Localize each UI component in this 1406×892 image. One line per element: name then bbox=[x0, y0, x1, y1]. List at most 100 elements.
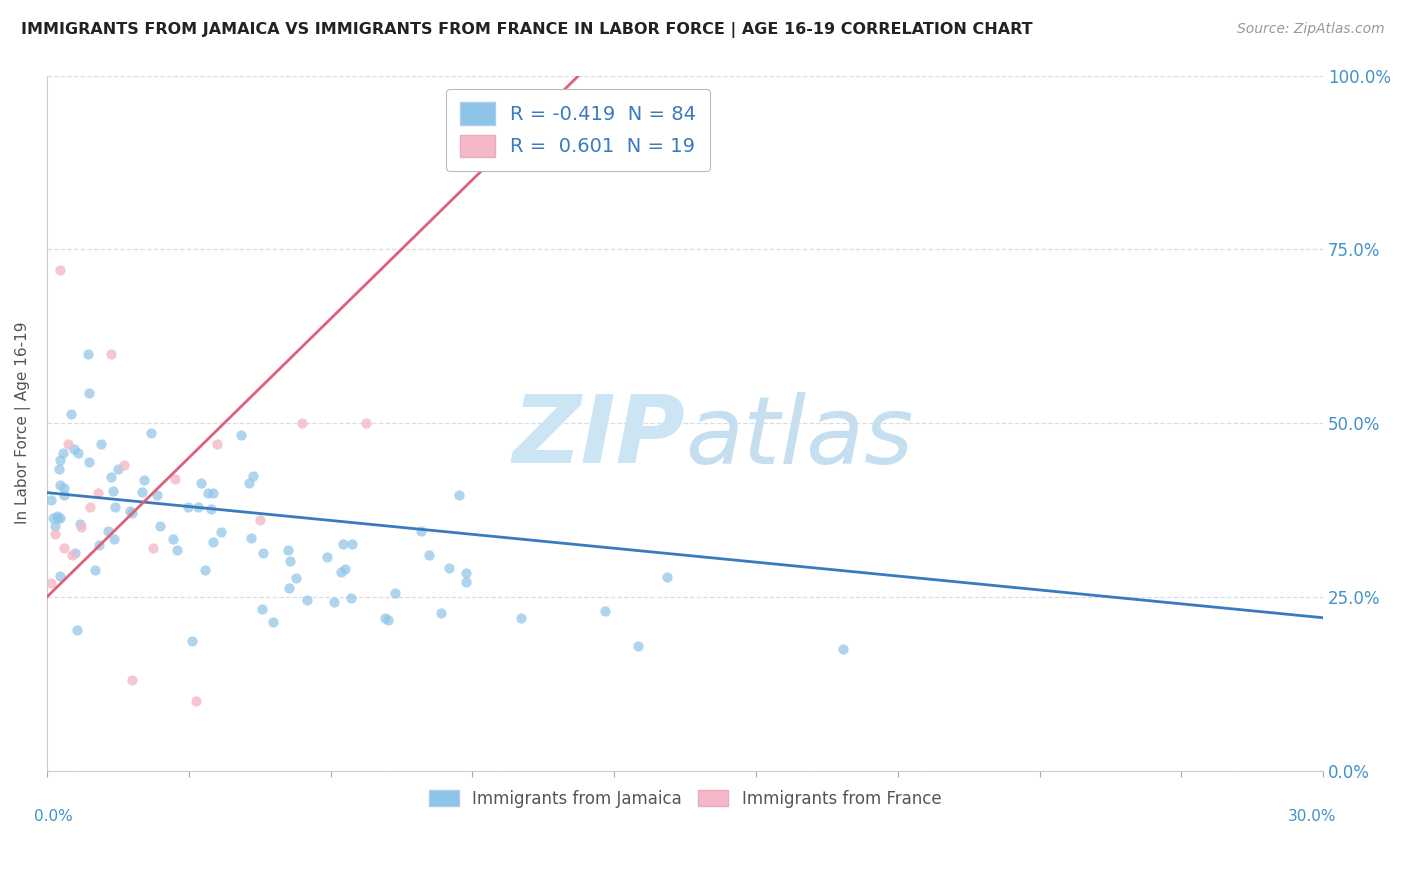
Y-axis label: In Labor Force | Age 16-19: In Labor Force | Age 16-19 bbox=[15, 322, 31, 524]
Point bbox=[384, 586, 406, 600]
Point bbox=[46, 508, 69, 523]
Point bbox=[49, 478, 72, 492]
Point bbox=[231, 428, 253, 442]
Text: IMMIGRANTS FROM JAMAICA VS IMMIGRANTS FROM FRANCE IN LABOR FORCE | AGE 16-19 COR: IMMIGRANTS FROM JAMAICA VS IMMIGRANTS FR… bbox=[21, 22, 1033, 38]
Point bbox=[333, 561, 356, 575]
Point bbox=[77, 455, 100, 469]
Point bbox=[90, 437, 112, 451]
Point bbox=[132, 473, 155, 487]
Point bbox=[202, 486, 225, 500]
Point bbox=[277, 543, 299, 558]
Point bbox=[201, 535, 224, 549]
Point bbox=[107, 462, 129, 476]
Point bbox=[49, 569, 72, 583]
Point bbox=[163, 472, 186, 486]
Point bbox=[139, 426, 162, 441]
Point bbox=[41, 510, 63, 524]
Point bbox=[262, 615, 284, 629]
Point bbox=[62, 442, 84, 456]
Point bbox=[44, 519, 66, 533]
Point bbox=[69, 517, 91, 532]
Point bbox=[332, 536, 354, 550]
Point bbox=[87, 485, 110, 500]
Point bbox=[252, 602, 274, 616]
Point bbox=[39, 576, 62, 591]
Point bbox=[63, 546, 86, 560]
Point bbox=[454, 575, 477, 590]
Point bbox=[100, 470, 122, 484]
Point bbox=[149, 518, 172, 533]
Point bbox=[67, 446, 90, 460]
Point bbox=[411, 524, 433, 538]
Point bbox=[342, 537, 364, 551]
Point bbox=[52, 488, 75, 502]
Point bbox=[52, 482, 75, 496]
Point bbox=[315, 549, 337, 564]
Point bbox=[48, 263, 70, 277]
Point bbox=[121, 506, 143, 520]
Point bbox=[454, 566, 477, 580]
Point bbox=[121, 673, 143, 688]
Point bbox=[177, 500, 200, 514]
Point bbox=[166, 542, 188, 557]
Point bbox=[46, 510, 69, 524]
Point bbox=[48, 462, 70, 476]
Point bbox=[323, 595, 346, 609]
Point bbox=[510, 611, 533, 625]
Text: ZIP: ZIP bbox=[512, 391, 685, 483]
Point bbox=[252, 546, 274, 560]
Point bbox=[297, 592, 319, 607]
Point bbox=[209, 525, 232, 540]
Point bbox=[238, 475, 260, 490]
Point bbox=[184, 694, 207, 708]
Point bbox=[194, 563, 217, 577]
Point bbox=[284, 571, 307, 585]
Point bbox=[200, 501, 222, 516]
Point bbox=[418, 548, 440, 562]
Point bbox=[120, 504, 142, 518]
Point bbox=[242, 469, 264, 483]
Text: 30.0%: 30.0% bbox=[1288, 809, 1336, 824]
Point bbox=[340, 591, 363, 605]
Point bbox=[97, 524, 120, 539]
Point bbox=[104, 500, 127, 514]
Text: Source: ZipAtlas.com: Source: ZipAtlas.com bbox=[1237, 22, 1385, 37]
Point bbox=[832, 642, 855, 657]
Point bbox=[49, 453, 72, 467]
Point bbox=[39, 493, 62, 508]
Point bbox=[131, 485, 153, 500]
Point bbox=[330, 565, 353, 579]
Point bbox=[48, 511, 70, 525]
Point bbox=[44, 527, 66, 541]
Point bbox=[429, 606, 451, 620]
Point bbox=[593, 604, 616, 618]
Point bbox=[291, 416, 314, 430]
Point bbox=[83, 562, 105, 576]
Point bbox=[100, 346, 122, 360]
Point bbox=[112, 458, 135, 472]
Point bbox=[449, 488, 471, 502]
Point bbox=[101, 483, 124, 498]
Point bbox=[180, 633, 202, 648]
Point bbox=[205, 437, 228, 451]
Point bbox=[58, 437, 80, 451]
Point bbox=[190, 476, 212, 491]
Point bbox=[60, 407, 83, 421]
Point bbox=[377, 614, 399, 628]
Point bbox=[278, 553, 301, 567]
Legend: Immigrants from Jamaica, Immigrants from France: Immigrants from Jamaica, Immigrants from… bbox=[422, 783, 948, 814]
Point bbox=[103, 532, 125, 546]
Point bbox=[76, 346, 98, 360]
Point bbox=[66, 623, 89, 637]
Point bbox=[142, 541, 165, 556]
Point bbox=[52, 446, 75, 460]
Text: 0.0%: 0.0% bbox=[34, 809, 73, 824]
Point bbox=[655, 570, 678, 584]
Point bbox=[87, 538, 110, 552]
Point bbox=[249, 513, 271, 527]
Point bbox=[354, 416, 377, 430]
Text: atlas: atlas bbox=[685, 392, 914, 483]
Point bbox=[53, 541, 76, 556]
Point bbox=[374, 611, 396, 625]
Point bbox=[162, 533, 184, 547]
